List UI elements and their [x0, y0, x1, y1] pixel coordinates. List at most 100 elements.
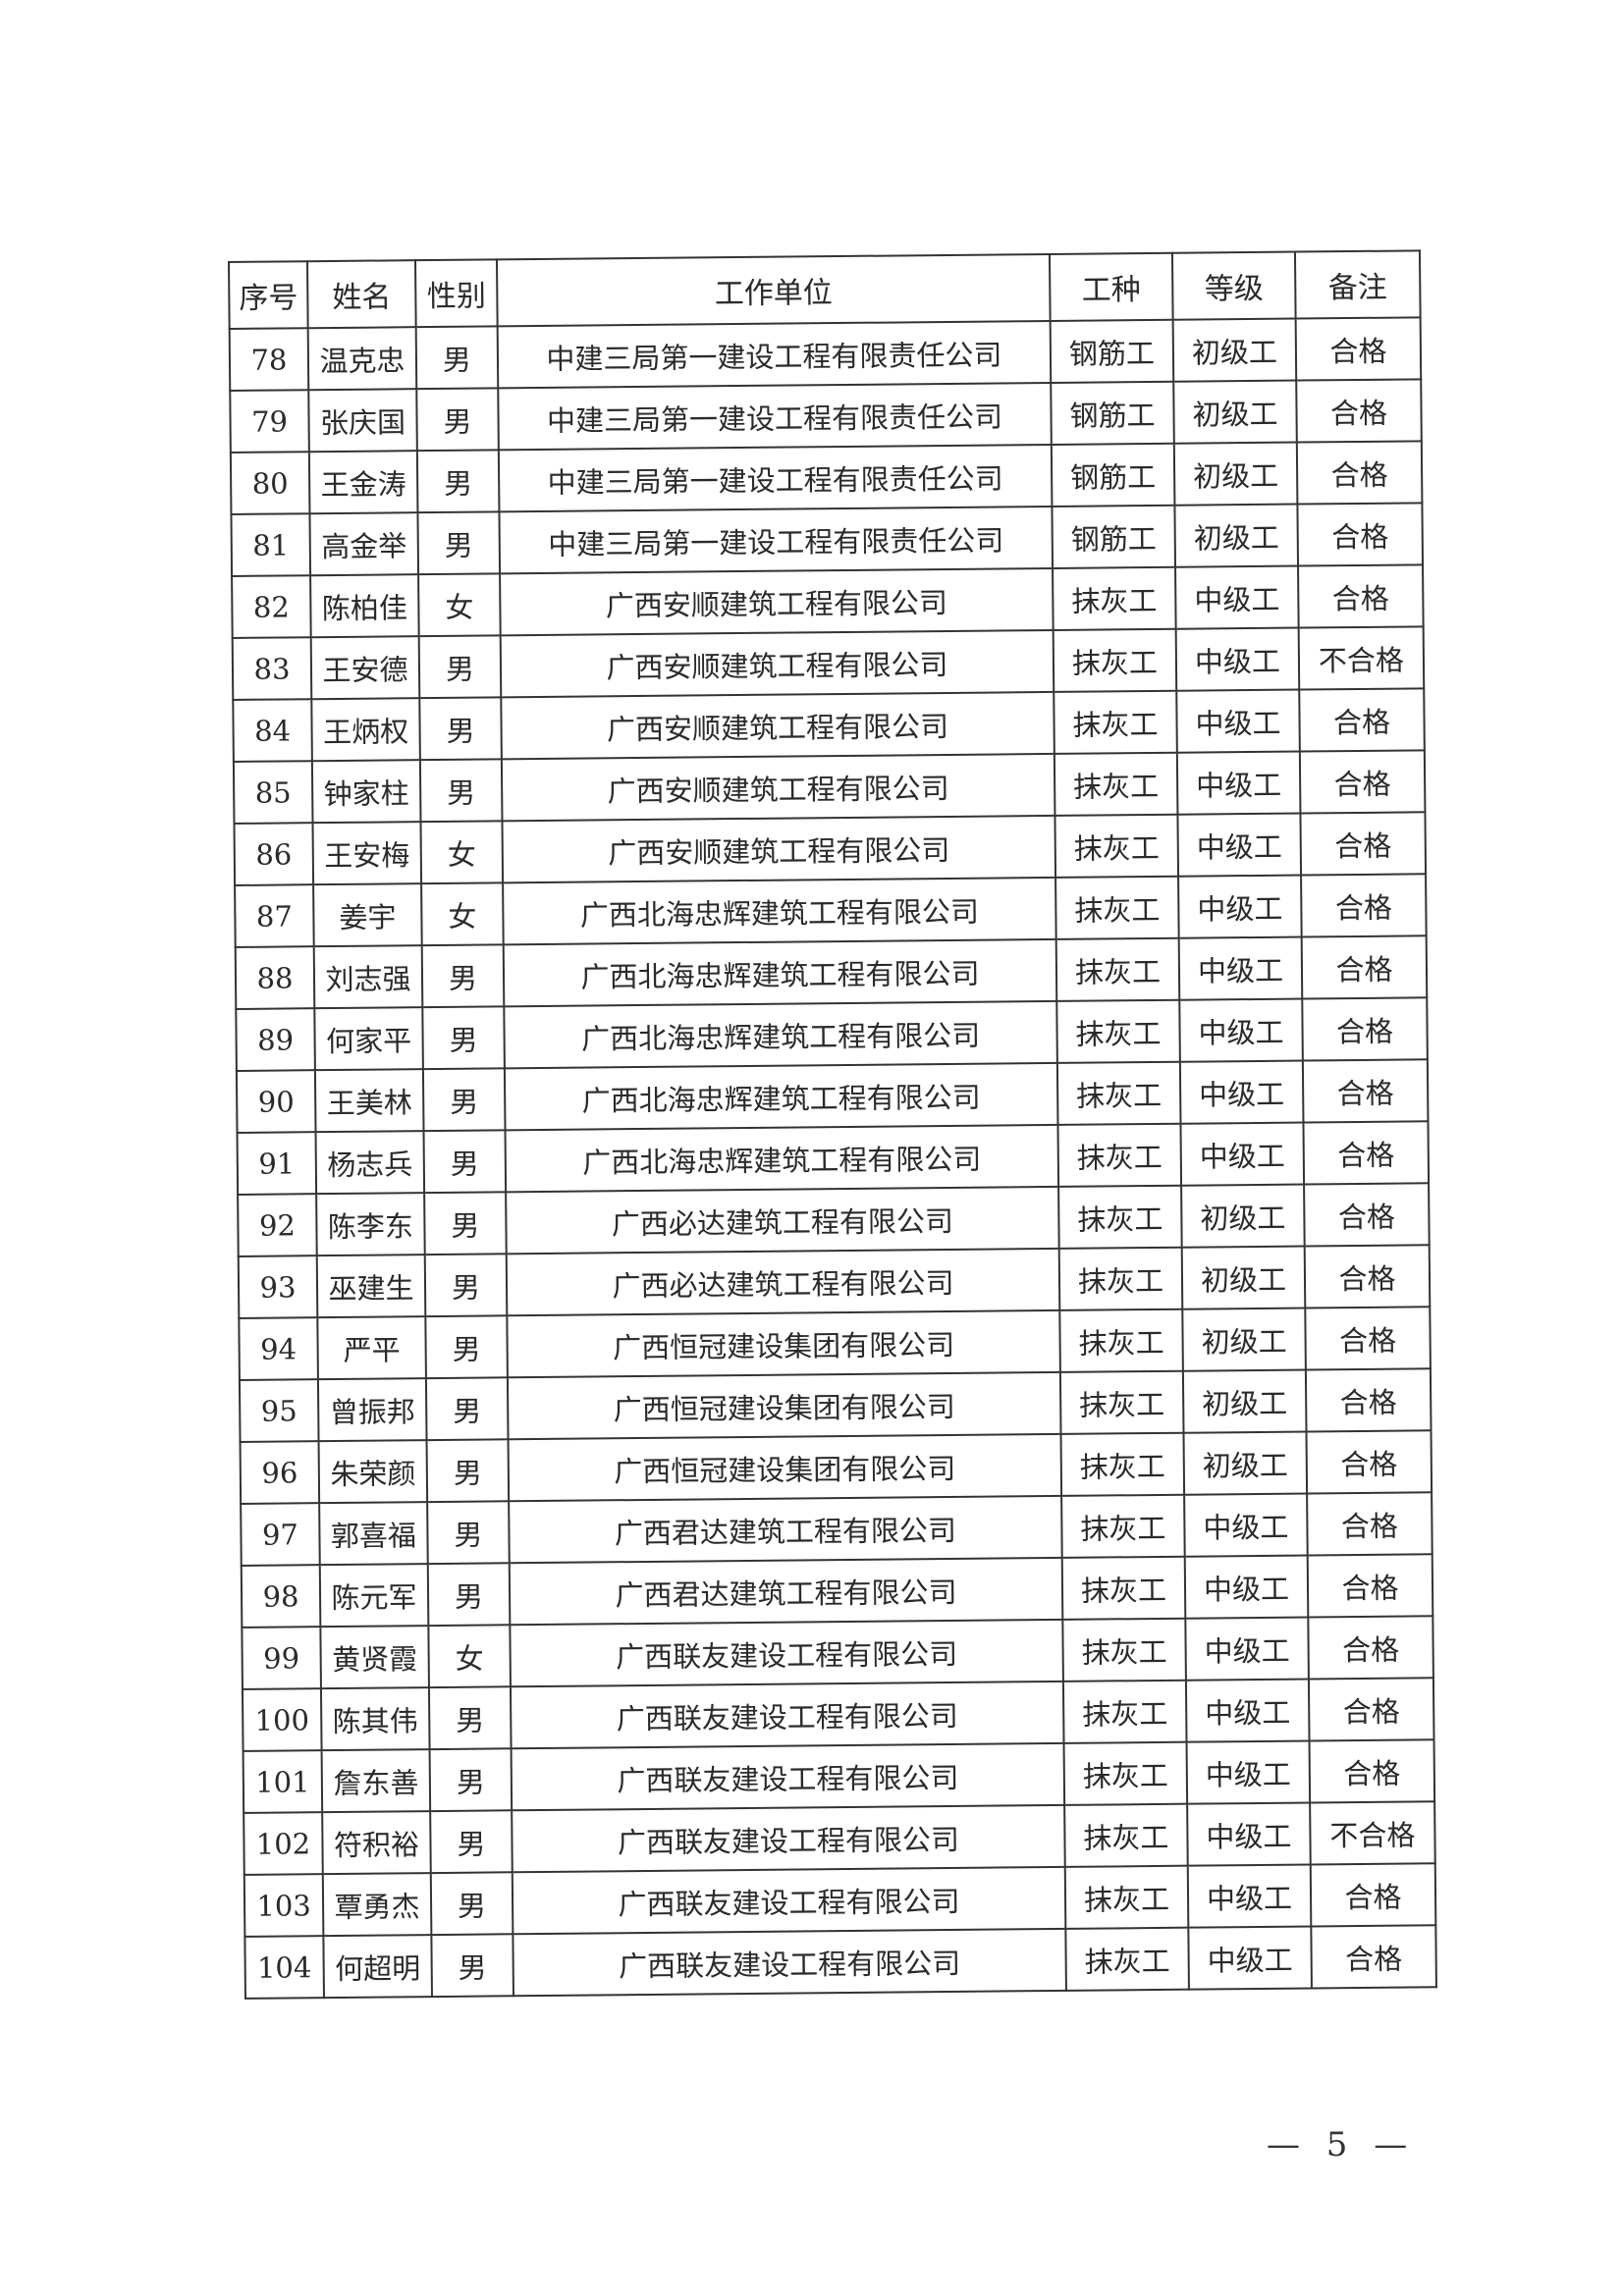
cell-index: 104 [244, 1936, 324, 1999]
cell-gender: 男 [425, 1377, 509, 1441]
cell-remark: 合格 [1296, 441, 1423, 505]
cell-level: 初级工 [1181, 1246, 1306, 1309]
cell-trade: 抹灰工 [1064, 1865, 1189, 1929]
cell-employer: 中建三局第一建设工程有限责任公司 [498, 444, 1053, 512]
cell-index: 78 [229, 328, 309, 391]
header-index: 序号 [229, 261, 308, 329]
cell-trade: 抹灰工 [1056, 999, 1180, 1063]
cell-remark: 合格 [1308, 1678, 1434, 1741]
cell-gender: 女 [418, 573, 501, 637]
header-trade: 工种 [1049, 252, 1173, 321]
cell-index: 87 [235, 884, 314, 947]
cell-index: 81 [231, 513, 311, 576]
cell-level: 初级工 [1182, 1308, 1306, 1371]
cell-remark: 合格 [1303, 1121, 1430, 1185]
cell-employer: 广西安顺建筑工程有限公司 [500, 629, 1054, 698]
table-row: 89 何家平男广西北海忠辉建筑工程有限公司 抹灰工 中级工 合格 [236, 997, 1428, 1071]
table-row: 85 钟家柱男广西安顺建筑工程有限公司 抹灰工 中级工 合格 [233, 750, 1426, 824]
cell-level: 中级工 [1179, 998, 1303, 1062]
cell-level: 初级工 [1181, 1184, 1305, 1248]
cell-index: 101 [243, 1750, 323, 1813]
cell-gender: 男 [422, 1006, 505, 1070]
cell-employer: 广西联友建设工程有限公司 [510, 1619, 1063, 1687]
cell-gender: 男 [422, 1068, 506, 1132]
cell-employer: 中建三局第一建设工程有限责任公司 [497, 320, 1052, 389]
table-header-row: 序号 姓名 性别 工作单位 工种 等级 备注 [229, 250, 1421, 329]
cell-gender: 女 [420, 821, 504, 884]
cell-gender: 男 [427, 1501, 510, 1565]
table-row: 84 王炳权男广西安顺建筑工程有限公司 抹灰工 中级工 合格 [233, 688, 1425, 762]
cell-employer: 广西恒冠建设集团有限公司 [508, 1433, 1062, 1502]
cell-index: 88 [235, 946, 315, 1009]
table-body: 78 温克忠男中建三局第一建设工程有限责任公司 钢筋工 初级工 合格 79 张庆国男中建三局… [229, 317, 1436, 1999]
cell-remark: 合格 [1302, 997, 1428, 1061]
cell-index: 89 [236, 1008, 315, 1071]
cell-employer: 广西安顺建筑工程有限公司 [501, 691, 1054, 760]
cell-trade: 钢筋工 [1051, 443, 1175, 507]
cell-trade: 抹灰工 [1059, 1308, 1183, 1372]
cell-name: 郭喜福 [319, 1502, 428, 1566]
cell-employer: 广西必达建筑工程有限公司 [506, 1186, 1059, 1255]
cell-gender: 男 [426, 1439, 510, 1503]
cell-name: 刘志强 [313, 945, 423, 1009]
cell-index: 96 [240, 1441, 320, 1504]
cell-employer: 广西北海忠辉建筑工程有限公司 [503, 877, 1056, 945]
cell-remark: 不合格 [1310, 1801, 1435, 1865]
cell-remark: 合格 [1299, 688, 1425, 752]
cell-remark: 合格 [1295, 317, 1422, 381]
cell-name: 何超明 [323, 1935, 432, 1999]
cell-index: 82 [232, 575, 311, 638]
cell-level: 中级工 [1185, 1679, 1310, 1742]
cell-gender: 男 [430, 1810, 513, 1874]
cell-trade: 抹灰工 [1055, 876, 1179, 939]
table-row: 102 符积裕男广西联友建设工程有限公司 抹灰工 中级工 不合格 [243, 1801, 1435, 1875]
cell-gender: 男 [418, 635, 502, 699]
cell-employer: 广西恒冠建设集团有限公司 [507, 1309, 1060, 1378]
table-row: 96 朱荣颜男广西恒冠建设集团有限公司 抹灰工 初级工 合格 [240, 1430, 1433, 1504]
cell-remark: 合格 [1301, 874, 1427, 937]
table-row: 78 温克忠男中建三局第一建设工程有限责任公司 钢筋工 初级工 合格 [229, 317, 1422, 391]
table-row: 79 张庆国男中建三局第一建设工程有限责任公司 钢筋工 初级工 合格 [230, 379, 1422, 453]
cell-trade: 抹灰工 [1060, 1432, 1185, 1496]
cell-gender: 男 [425, 1315, 508, 1379]
cell-employer: 广西北海忠辉建筑工程有限公司 [504, 1000, 1057, 1069]
cell-index: 84 [233, 699, 312, 762]
table-row: 80 王金涛男中建三局第一建设工程有限责任公司 钢筋工 初级工 合格 [230, 441, 1423, 514]
cell-gender: 女 [428, 1625, 511, 1688]
cell-trade: 抹灰工 [1053, 566, 1176, 630]
cell-name: 覃勇杰 [322, 1873, 432, 1937]
cell-gender: 男 [415, 326, 499, 390]
cell-index: 79 [230, 390, 309, 453]
cell-level: 中级工 [1176, 751, 1301, 815]
cell-trade: 抹灰工 [1061, 1556, 1186, 1620]
cell-name: 符积裕 [322, 1811, 431, 1875]
cell-name: 钟家柱 [311, 760, 421, 824]
table-row: 90 王美林男广西北海忠辉建筑工程有限公司 抹灰工 中级工 合格 [236, 1059, 1429, 1133]
cell-remark: 合格 [1309, 1739, 1435, 1803]
table-row: 92 陈李东男广西必达建筑工程有限公司 抹灰工 初级工 合格 [238, 1183, 1430, 1256]
cell-name: 何家平 [314, 1007, 423, 1071]
cell-employer: 中建三局第一建设工程有限责任公司 [499, 506, 1054, 574]
cell-trade: 抹灰工 [1065, 1927, 1189, 1991]
cell-index: 92 [238, 1194, 317, 1256]
cell-employer: 广西君达建筑工程有限公司 [509, 1495, 1062, 1564]
cell-level: 中级工 [1175, 627, 1300, 691]
cell-trade: 抹灰工 [1064, 1803, 1188, 1867]
cell-remark: 合格 [1302, 1059, 1429, 1123]
cell-employer: 广西北海忠辉建筑工程有限公司 [504, 1062, 1058, 1131]
table-row: 97 郭喜福男广西君达建筑工程有限公司 抹灰工 中级工 合格 [241, 1492, 1433, 1566]
cell-employer: 广西安顺建筑工程有限公司 [500, 567, 1054, 636]
cell-index: 98 [241, 1565, 321, 1628]
table-row: 81 高金举男中建三局第一建设工程有限责任公司 钢筋工 初级工 合格 [231, 503, 1424, 576]
cell-remark: 合格 [1307, 1492, 1433, 1556]
cell-gender: 男 [416, 450, 500, 513]
cell-level: 中级工 [1178, 875, 1302, 938]
cell-gender: 男 [419, 697, 502, 761]
table-row: 104 何超明男广西联友建设工程有限公司 抹灰工 中级工 合格 [244, 1925, 1436, 1999]
cell-trade: 抹灰工 [1062, 1618, 1186, 1682]
cell-index: 102 [243, 1812, 323, 1875]
cell-name: 王安德 [310, 636, 420, 700]
cell-trade: 抹灰工 [1063, 1741, 1188, 1805]
cell-level: 中级工 [1187, 1864, 1312, 1928]
table-row: 88 刘志强男广西北海忠辉建筑工程有限公司 抹灰工 中级工 合格 [235, 935, 1428, 1009]
